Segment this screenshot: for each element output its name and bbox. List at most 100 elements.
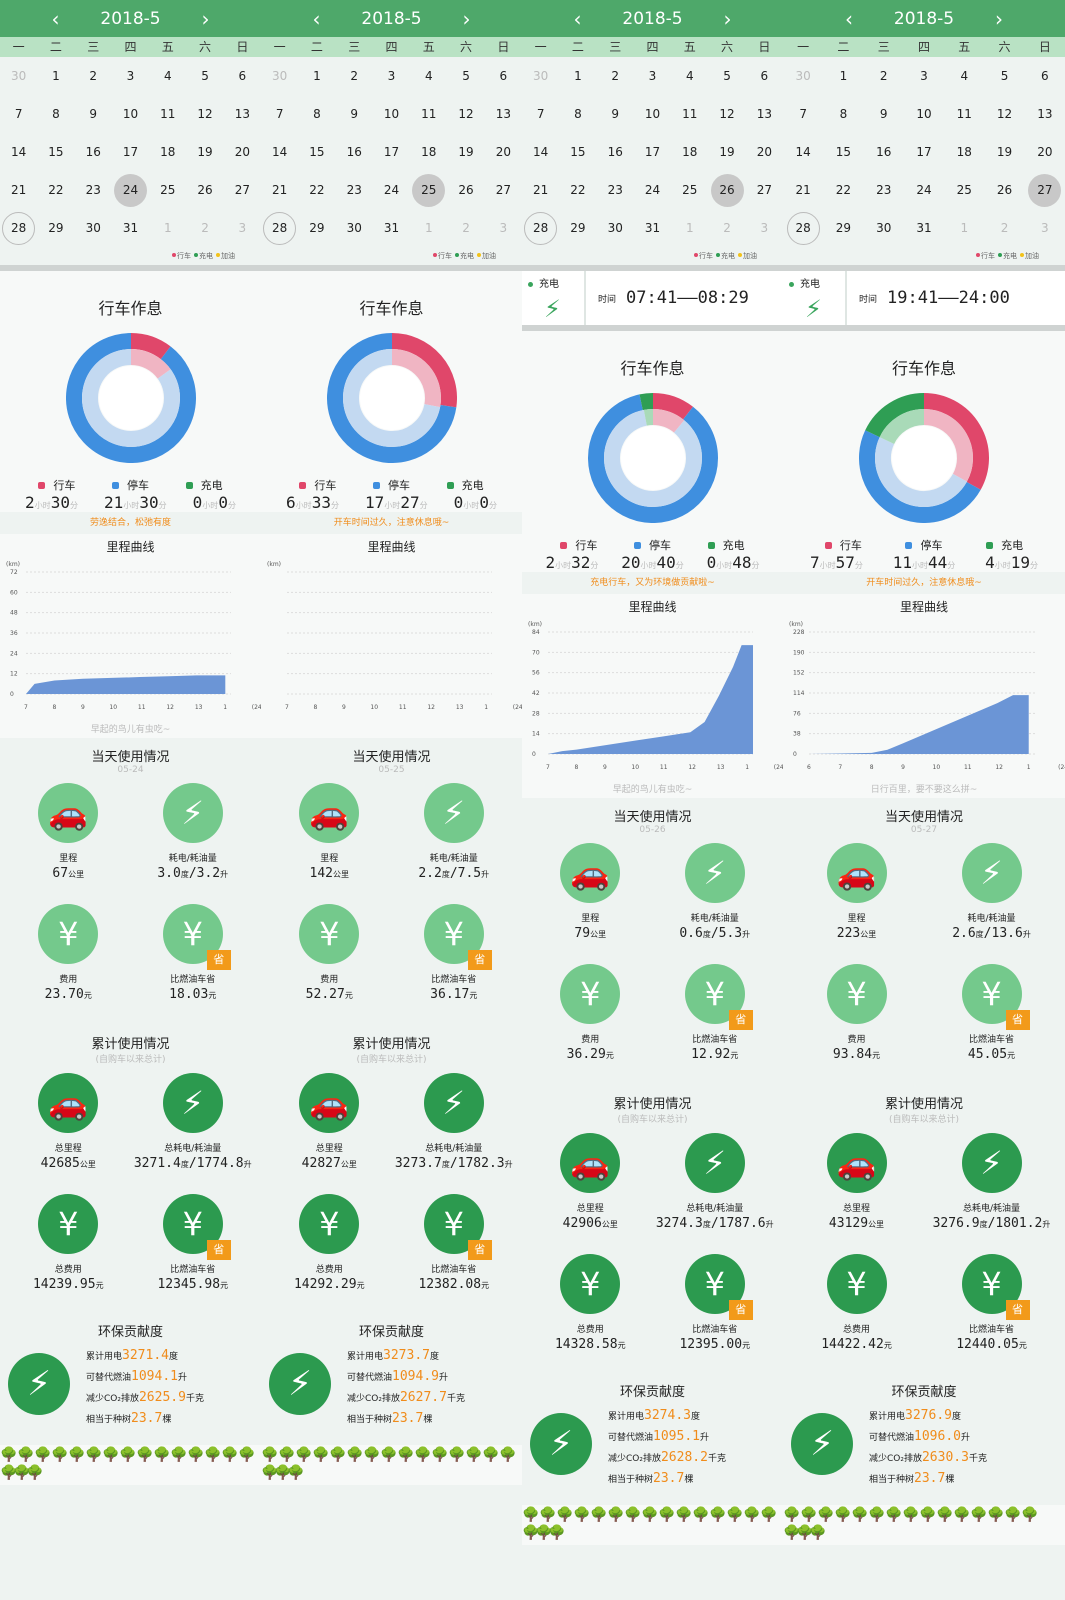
calendar-day[interactable]: 1 xyxy=(313,69,321,83)
calendar-day[interactable]: 1 xyxy=(839,69,848,83)
calendar-day[interactable]: 13 xyxy=(756,107,772,121)
calendar-day[interactable]: 24 xyxy=(916,183,932,197)
calendar-day[interactable]: 14 xyxy=(272,145,288,159)
calendar-day[interactable]: 30 xyxy=(876,221,892,235)
calendar-day[interactable]: 3 xyxy=(1041,221,1049,235)
calendar-day[interactable]: 5 xyxy=(1000,69,1009,83)
calendar-day[interactable]: 14 xyxy=(533,145,549,159)
calendar-day[interactable]: 6 xyxy=(238,69,247,83)
calendar-day[interactable]: 5 xyxy=(723,69,731,83)
calendar-day[interactable]: 9 xyxy=(611,107,620,121)
calendar-day[interactable]: 24 xyxy=(112,171,149,209)
calendar-day[interactable]: 3 xyxy=(126,69,135,83)
calendar-day[interactable]: 30 xyxy=(11,69,27,83)
calendar-day[interactable]: 18 xyxy=(421,145,437,159)
calendar-day[interactable]: 31 xyxy=(644,221,661,235)
calendar-day[interactable]: 1 xyxy=(574,69,582,83)
calendar-day[interactable]: 2 xyxy=(1000,221,1009,235)
calendar-day[interactable]: 2 xyxy=(201,221,209,235)
calendar-day[interactable]: 21 xyxy=(11,183,27,197)
calendar-day[interactable]: 24 xyxy=(644,183,661,197)
calendar-day[interactable]: 10 xyxy=(122,107,139,121)
calendar-day[interactable]: 24 xyxy=(383,183,400,197)
calendar-day[interactable]: 26 xyxy=(458,183,474,197)
calendar-day[interactable]: 26 xyxy=(197,183,213,197)
calendar-day[interactable]: 11 xyxy=(160,107,176,121)
calendar-day[interactable]: 2 xyxy=(462,221,470,235)
calendar-day[interactable]: 30 xyxy=(346,221,362,235)
calendar-day[interactable]: 4 xyxy=(163,69,172,83)
calendar-day[interactable]: 8 xyxy=(52,107,60,121)
calendar-day[interactable]: 26 xyxy=(996,183,1013,197)
calendar-day[interactable]: 29 xyxy=(835,221,852,235)
calendar-day[interactable]: 27 xyxy=(495,183,511,197)
calendar-day[interactable]: 20 xyxy=(1037,145,1053,159)
calendar-day[interactable]: 3 xyxy=(920,69,928,83)
calendar-day[interactable]: 12 xyxy=(719,107,735,121)
calendar-day[interactable]: 9 xyxy=(350,107,359,121)
next-month-icon[interactable]: › xyxy=(201,6,210,31)
calendar-day[interactable]: 7 xyxy=(14,107,23,121)
calendar-day[interactable]: 1 xyxy=(424,221,433,235)
calendar-day[interactable]: 31 xyxy=(122,221,139,235)
calendar-day[interactable]: 12 xyxy=(458,107,474,121)
calendar-day[interactable]: 1 xyxy=(52,69,60,83)
calendar-day[interactable]: 15 xyxy=(570,145,586,159)
calendar-day[interactable]: 7 xyxy=(799,107,807,121)
calendar-day[interactable]: 27 xyxy=(756,183,772,197)
calendar-day[interactable]: 10 xyxy=(383,107,400,121)
calendar-day[interactable]: 14 xyxy=(795,145,811,159)
calendar-day[interactable]: 19 xyxy=(458,145,474,159)
calendar-day[interactable]: 18 xyxy=(160,145,176,159)
calendar-day[interactable]: 6 xyxy=(499,69,508,83)
calendar-day[interactable]: 23 xyxy=(85,183,101,197)
calendar-day[interactable]: 30 xyxy=(795,69,811,83)
calendar-day[interactable]: 1 xyxy=(960,221,969,235)
calendar-day[interactable]: 2 xyxy=(879,69,888,83)
calendar-day[interactable]: 8 xyxy=(574,107,582,121)
calendar-day[interactable]: 11 xyxy=(956,107,972,121)
calendar-day[interactable]: 28 xyxy=(522,209,559,247)
calendar-day[interactable]: 30 xyxy=(272,69,288,83)
calendar-day[interactable]: 3 xyxy=(499,221,508,235)
calendar-day[interactable]: 26 xyxy=(708,171,745,209)
calendar-day[interactable]: 14 xyxy=(11,145,27,159)
calendar-day[interactable]: 19 xyxy=(719,145,735,159)
calendar-day[interactable]: 16 xyxy=(85,145,101,159)
calendar-day[interactable]: 6 xyxy=(760,69,769,83)
calendar-day[interactable]: 18 xyxy=(956,145,972,159)
calendar-day[interactable]: 3 xyxy=(387,69,396,83)
calendar-day[interactable]: 4 xyxy=(685,69,694,83)
calendar-day[interactable]: 5 xyxy=(201,69,209,83)
calendar-day[interactable]: 1 xyxy=(685,221,694,235)
calendar-day[interactable]: 2 xyxy=(611,69,620,83)
calendar-day[interactable]: 12 xyxy=(197,107,213,121)
prev-month-icon[interactable]: ‹ xyxy=(845,6,853,31)
calendar-day[interactable]: 16 xyxy=(607,145,623,159)
calendar-day[interactable]: 3 xyxy=(648,69,657,83)
calendar-day[interactable]: 10 xyxy=(644,107,661,121)
calendar-day[interactable]: 18 xyxy=(682,145,698,159)
calendar-day[interactable]: 27 xyxy=(1025,171,1065,209)
next-month-icon[interactable]: › xyxy=(462,6,471,31)
calendar-day[interactable]: 7 xyxy=(275,107,284,121)
prev-month-icon[interactable]: ‹ xyxy=(312,6,321,31)
calendar-day[interactable]: 31 xyxy=(916,221,932,235)
prev-month-icon[interactable]: ‹ xyxy=(51,6,60,31)
calendar-day[interactable]: 16 xyxy=(876,145,892,159)
calendar-day[interactable]: 28 xyxy=(261,209,298,247)
calendar-day[interactable]: 17 xyxy=(916,145,932,159)
calendar-day[interactable]: 30 xyxy=(533,69,549,83)
next-month-icon[interactable]: › xyxy=(723,6,732,31)
calendar-day[interactable]: 20 xyxy=(756,145,772,159)
calendar-day[interactable]: 6 xyxy=(1041,69,1049,83)
calendar-day[interactable]: 25 xyxy=(682,183,698,197)
calendar-day[interactable]: 11 xyxy=(682,107,698,121)
calendar-day[interactable]: 22 xyxy=(570,183,586,197)
calendar-day[interactable]: 20 xyxy=(495,145,511,159)
calendar-day[interactable]: 21 xyxy=(795,183,811,197)
calendar-day[interactable]: 22 xyxy=(48,183,64,197)
calendar-day[interactable]: 13 xyxy=(495,107,511,121)
calendar-day[interactable]: 15 xyxy=(309,145,325,159)
calendar-day[interactable]: 31 xyxy=(383,221,400,235)
